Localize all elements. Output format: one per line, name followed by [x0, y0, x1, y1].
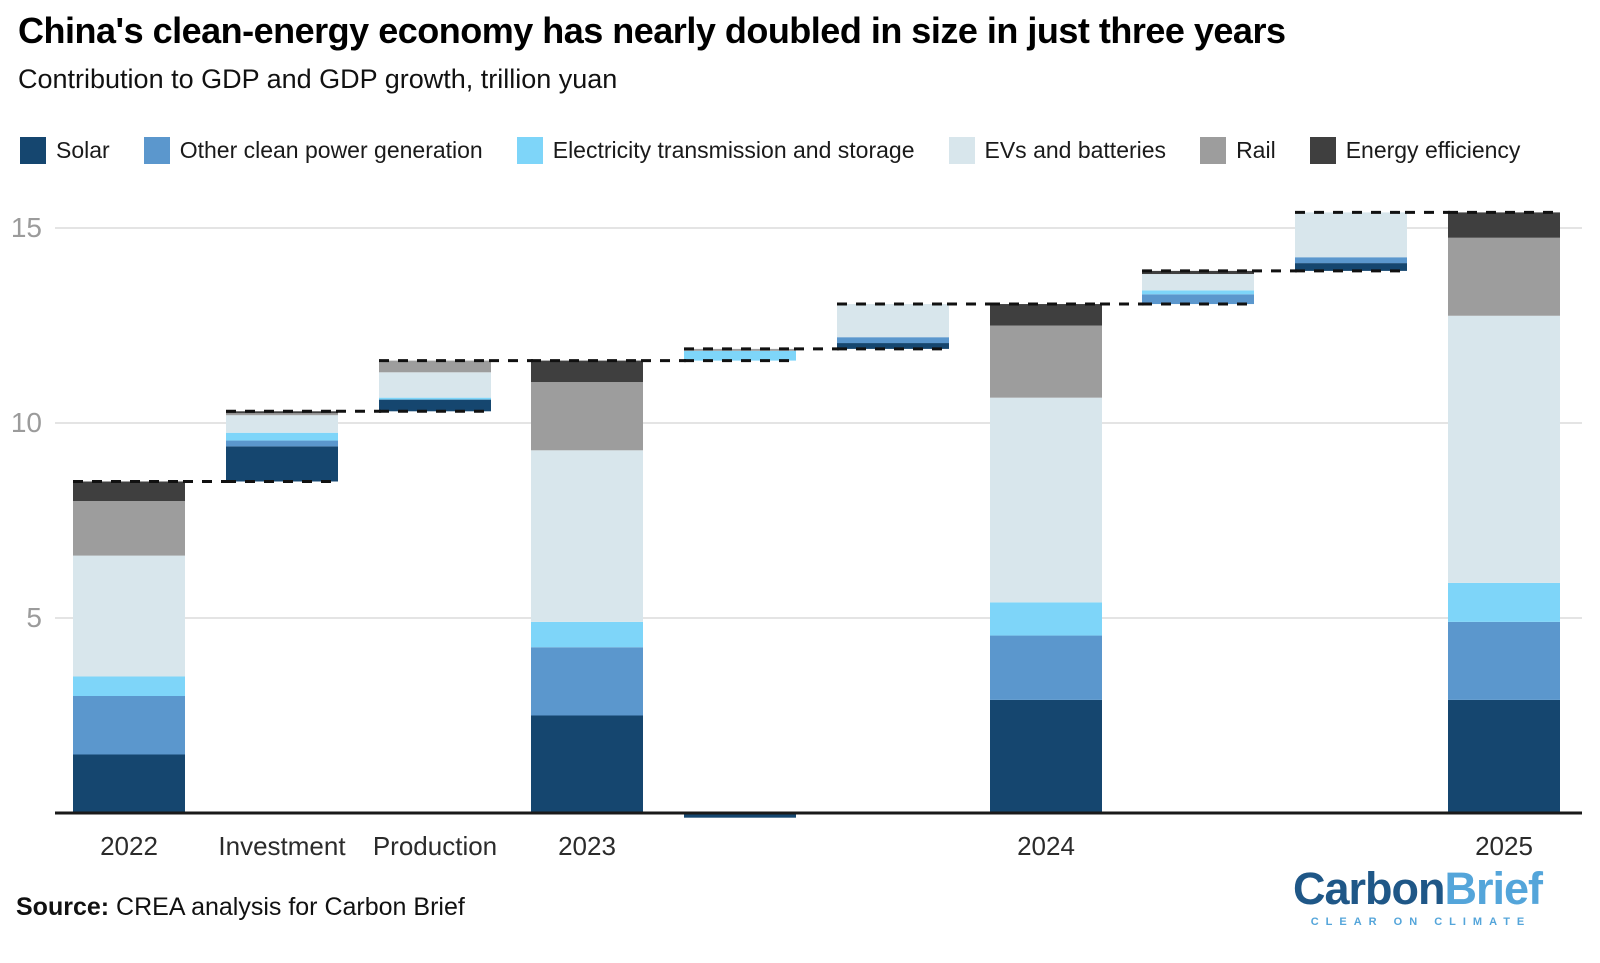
x-label-2023: 2023 [558, 831, 616, 861]
logo-tagline: CLEAR ON CLIMATE [1310, 916, 1532, 928]
bar-2022-segment-electricity-transmission-and-storage [73, 676, 185, 696]
bar-Investment-segment-electricity-transmission-and-storage [226, 432, 338, 441]
bar-Investment-segment-energy-efficiency [226, 411, 338, 414]
legend-swatch-rail [1200, 137, 1227, 164]
bar-col8-segment-other-clean-power-generation [1142, 294, 1254, 305]
x-label-2025: 2025 [1475, 831, 1533, 861]
bar-Production-segment-rail [379, 360, 491, 373]
bar-col6-segment-solar [837, 343, 949, 349]
carbonbrief-logo: CarbonBrief CLEAR ON CLIMATE [1292, 863, 1543, 928]
bar-col9-segment-evs-and-batteries [1295, 212, 1407, 258]
source-line: Source: CREA analysis for Carbon Brief [16, 893, 465, 922]
bar-2024-segment-electricity-transmission-and-storage [990, 602, 1102, 636]
source-text: CREA analysis for Carbon Brief [109, 893, 465, 921]
bar-Investment-segment-other-clean-power-generation [226, 440, 338, 447]
bar-col8-segment-evs-and-batteries [1142, 274, 1254, 291]
bar-2022-segment-solar [73, 754, 185, 813]
bar-2023-segment-evs-and-batteries [531, 450, 643, 622]
bar-2023-segment-electricity-transmission-and-storage [531, 621, 643, 648]
bar-2023-segment-other-clean-power-generation [531, 647, 643, 716]
bar-2024-segment-other-clean-power-generation [990, 635, 1102, 700]
bar-col8-segment-energy-efficiency [1142, 270, 1254, 275]
bar-2025-segment-evs-and-batteries [1448, 315, 1560, 583]
bar-2025-segment-electricity-transmission-and-storage [1448, 582, 1560, 622]
legend-item-energy-efficiency: Energy efficiency [1309, 137, 1521, 164]
bar-2025-segment-other-clean-power-generation [1448, 621, 1560, 700]
bar-2025-segment-solar [1448, 699, 1560, 813]
legend-label-other-clean-power-generation: Other clean power generation [179, 137, 483, 163]
bar-col5-segment-electricity-transmission-and-storage [684, 350, 796, 361]
legend-label-evs-and-batteries: EVs and batteries [984, 137, 1167, 163]
legend-swatch-electricity-transmission-and-storage [516, 137, 543, 164]
legend-label-solar: Solar [56, 137, 110, 163]
bar-col6-segment-other-clean-power-generation [837, 337, 949, 344]
bar-Production-segment-evs-and-batteries [379, 372, 491, 398]
bar-2022-segment-evs-and-batteries [73, 555, 185, 677]
logo-wordmark: CarbonBrief [1292, 863, 1543, 914]
bar-2022-segment-energy-efficiency [73, 481, 185, 501]
bar-2022-segment-other-clean-power-generation [73, 696, 185, 755]
bar-2024-segment-rail [990, 325, 1102, 398]
legend-item-rail: Rail [1200, 137, 1276, 164]
x-label-2022: 2022 [100, 831, 158, 861]
x-label-Production: Production [373, 831, 497, 861]
bar-col9-segment-solar [1295, 263, 1407, 271]
y-tick-label-15: 15 [11, 212, 42, 243]
bar-2022-segment-rail [73, 501, 185, 556]
legend-swatch-energy-efficiency [1309, 137, 1336, 164]
legend-label-rail: Rail [1236, 137, 1276, 163]
bar-Investment-segment-evs-and-batteries [226, 415, 338, 433]
bar-Production-segment-solar [379, 399, 491, 412]
bar-col6-segment-evs-and-batteries [837, 304, 949, 338]
bar-col5-negative-solar [684, 813, 796, 818]
bar-2024-segment-solar [990, 699, 1102, 813]
bar-Investment-segment-rail [226, 413, 338, 416]
bar-col5-segment-rail [684, 348, 796, 351]
bar-2024-segment-energy-efficiency [990, 304, 1102, 326]
legend-item-evs-and-batteries: EVs and batteries [948, 137, 1167, 164]
legend-swatch-other-clean-power-generation [143, 137, 170, 164]
bar-col9-segment-other-clean-power-generation [1295, 257, 1407, 264]
x-label-2024: 2024 [1017, 831, 1075, 861]
legend: Solar Other clean power generation Electri… [20, 137, 1520, 164]
y-tick-label-5: 5 [26, 602, 42, 633]
legend-label-energy-efficiency: Energy efficiency [1345, 137, 1521, 163]
legend-item-solar: Solar [20, 137, 110, 164]
bar-2025-segment-rail [1448, 237, 1560, 316]
logo-carbon: Carbon [1292, 863, 1445, 914]
bar-Production-segment-electricity-transmission-and-storage [379, 397, 491, 400]
legend-item-other-clean-power-generation: Other clean power generation [143, 137, 483, 164]
legend-item-electricity-transmission-and-storage: Electricity transmission and storage [516, 137, 915, 164]
bar-col8-segment-electricity-transmission-and-storage [1142, 290, 1254, 295]
x-label-Investment: Investment [218, 831, 346, 861]
legend-label-electricity-transmission-and-storage: Electricity transmission and storage [552, 137, 915, 163]
bar-2023-segment-rail [531, 382, 643, 451]
legend-swatch-solar [20, 137, 46, 164]
page-title: China's clean-energy economy has nearly … [18, 10, 1286, 51]
legend-swatch-evs-and-batteries [948, 137, 975, 164]
bar-Investment-segment-solar [226, 446, 338, 482]
logo-brief: Brief [1444, 863, 1543, 914]
page-subtitle: Contribution to GDP and GDP growth, tril… [18, 64, 618, 94]
y-tick-label-10: 10 [11, 407, 42, 438]
bar-2025-segment-energy-efficiency [1448, 212, 1560, 238]
bar-2024-segment-evs-and-batteries [990, 397, 1102, 603]
bar-2023-segment-solar [531, 715, 643, 813]
source-label: Source: [16, 893, 110, 921]
bar-2023-segment-energy-efficiency [531, 360, 643, 383]
